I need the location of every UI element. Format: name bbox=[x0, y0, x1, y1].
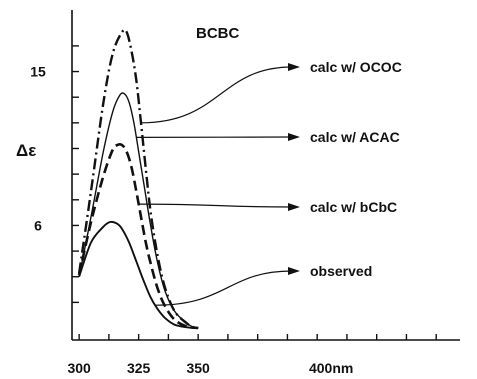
series-line-4 bbox=[78, 220, 199, 330]
x-tick-label: 350 bbox=[186, 360, 210, 376]
series-layer bbox=[77, 28, 199, 330]
arrowhead-icon bbox=[288, 63, 300, 71]
annotation-arrow bbox=[138, 203, 293, 208]
arrowhead-icon bbox=[288, 203, 300, 211]
x-tick-label: 400nm bbox=[309, 360, 353, 376]
series-line-1 bbox=[77, 28, 199, 330]
series-line-2 bbox=[78, 92, 199, 329]
y-axis-label: Δε bbox=[16, 141, 36, 160]
annotation-label: observed bbox=[310, 263, 372, 279]
arrowhead-icon bbox=[288, 133, 300, 141]
annotation-label: calc w/ bCbC bbox=[310, 199, 397, 215]
annotation-label: calc w/ ACAC bbox=[310, 129, 400, 145]
series-line-3 bbox=[77, 143, 199, 330]
y-tick-label: 6 bbox=[34, 217, 42, 233]
arrows-layer: calc w/ OCOC calc w/ ACAC calc w/ bCbC obse… bbox=[136, 59, 402, 306]
chart-title: BCBC bbox=[196, 25, 239, 42]
y-tick-label: 15 bbox=[30, 64, 46, 80]
axes: 6 15 300 325 350 400nm bbox=[30, 10, 460, 376]
annotation-arrow bbox=[140, 66, 293, 124]
x-tick-label: 300 bbox=[67, 360, 91, 376]
annotation-arrow bbox=[155, 270, 293, 306]
arrowhead-icon bbox=[288, 267, 300, 275]
x-tick-label: 325 bbox=[127, 360, 151, 376]
annotation-label: calc w/ OCOC bbox=[310, 59, 402, 75]
